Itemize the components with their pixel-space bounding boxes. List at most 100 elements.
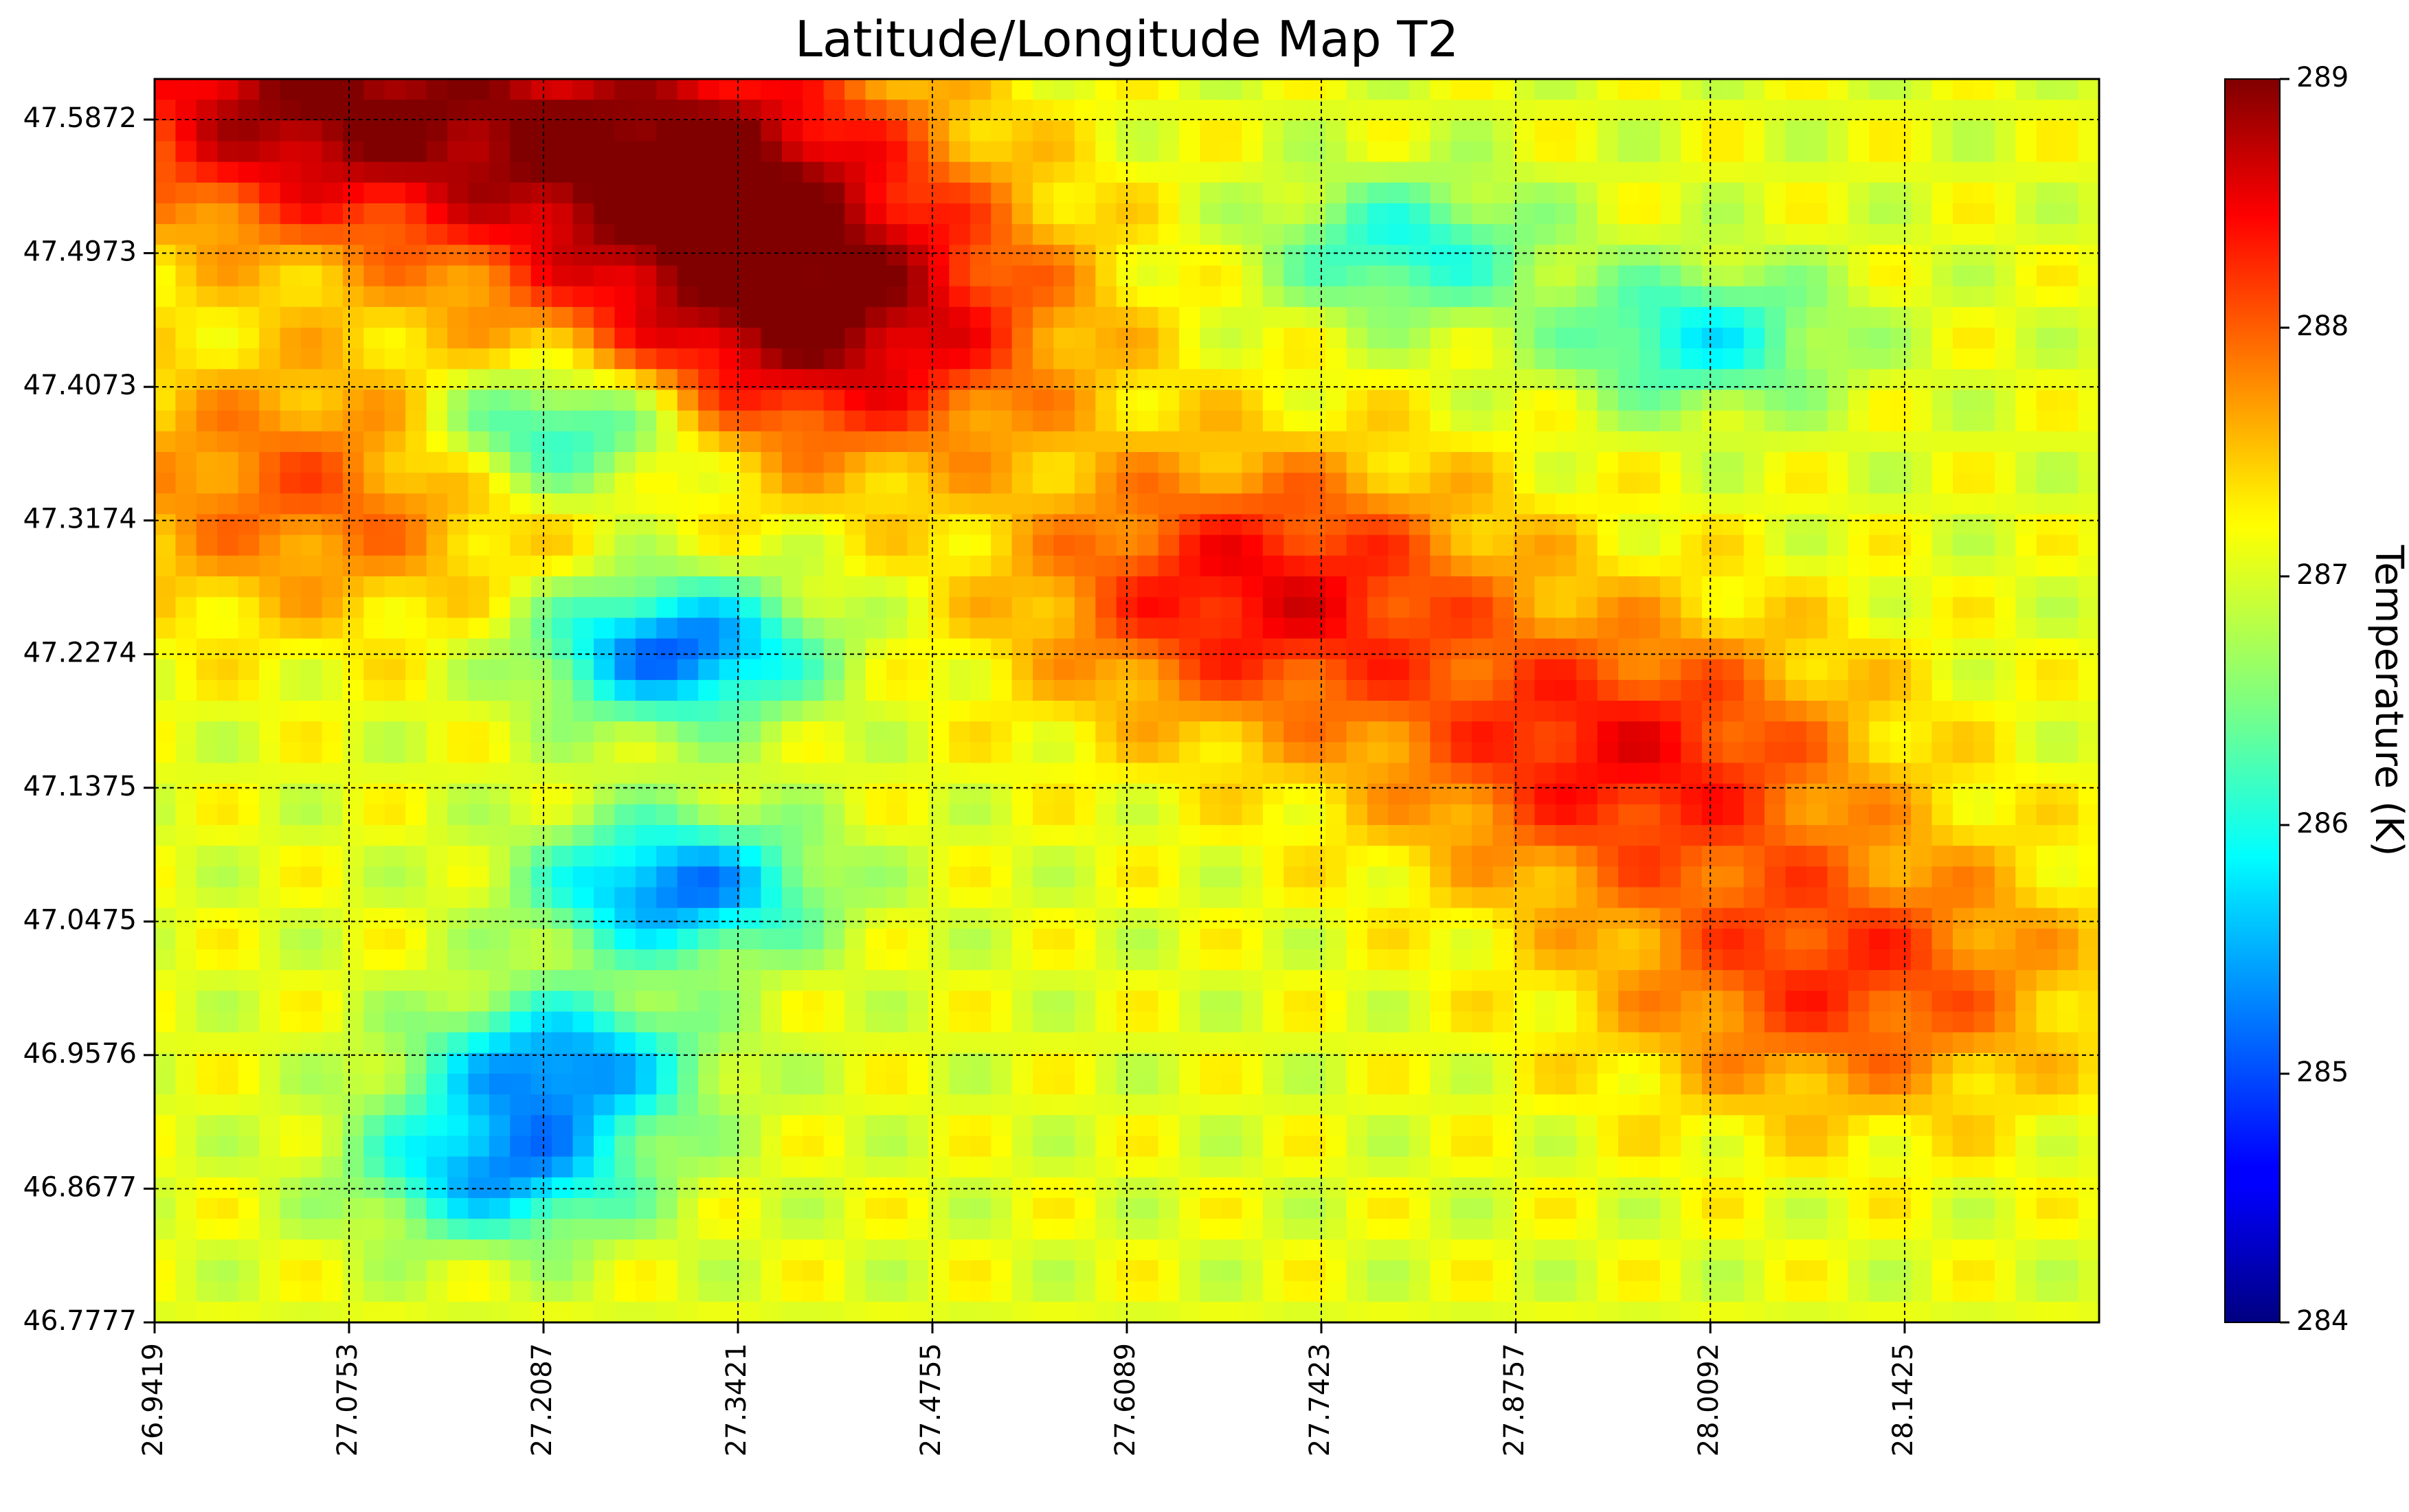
heatmap-cell bbox=[844, 1177, 866, 1199]
heatmap-cell bbox=[552, 369, 573, 390]
heatmap-cell bbox=[928, 100, 950, 121]
heatmap-cell bbox=[363, 162, 385, 183]
heatmap-cell bbox=[1890, 929, 1912, 950]
heatmap-cell bbox=[1305, 1053, 1326, 1074]
heatmap-cell bbox=[510, 784, 531, 805]
heatmap-cell bbox=[531, 825, 552, 846]
heatmap-cell bbox=[1744, 203, 1765, 225]
heatmap-cell bbox=[1409, 411, 1431, 432]
heatmap-cell bbox=[594, 1094, 615, 1116]
heatmap-cell bbox=[1723, 1136, 1744, 1158]
heatmap-cell bbox=[1869, 515, 1890, 536]
heatmap-cell bbox=[322, 556, 343, 577]
heatmap-cell bbox=[1472, 1115, 1493, 1136]
heatmap-cell bbox=[1012, 825, 1033, 846]
heatmap-cell bbox=[573, 1115, 594, 1136]
heatmap-cell bbox=[803, 411, 824, 432]
heatmap-cell bbox=[1576, 245, 1598, 266]
heatmap-cell bbox=[1095, 597, 1117, 618]
heatmap-cell bbox=[1263, 639, 1284, 660]
heatmap-cell bbox=[656, 1136, 677, 1158]
heatmap-cell bbox=[343, 348, 364, 370]
heatmap-cell bbox=[175, 784, 197, 805]
heatmap-cell bbox=[782, 597, 803, 618]
heatmap-cell bbox=[2037, 701, 2058, 722]
heatmap-cell bbox=[343, 266, 364, 287]
heatmap-cell bbox=[1890, 1094, 1912, 1116]
heatmap-cell bbox=[886, 307, 908, 328]
heatmap-cell bbox=[614, 929, 636, 950]
heatmap-cell bbox=[1053, 576, 1075, 598]
heatmap-cell bbox=[1973, 224, 1995, 245]
heatmap-cell bbox=[1242, 162, 1263, 183]
heatmap-cell bbox=[1973, 970, 1995, 991]
heatmap-cell bbox=[1806, 618, 1828, 639]
heatmap-cell bbox=[489, 1053, 511, 1074]
heatmap-cell bbox=[197, 535, 218, 556]
heatmap-cell bbox=[510, 473, 531, 494]
heatmap-cell bbox=[1827, 908, 1848, 929]
heatmap-cell bbox=[217, 348, 238, 370]
heatmap-cell bbox=[217, 1033, 238, 1054]
heatmap-cell bbox=[1409, 908, 1431, 929]
heatmap-cell bbox=[949, 742, 970, 763]
heatmap-cell bbox=[1095, 100, 1117, 121]
heatmap-cell bbox=[1639, 991, 1661, 1012]
heatmap-cell bbox=[1806, 597, 1828, 618]
heatmap-cell bbox=[1764, 535, 1786, 556]
heatmap-cell bbox=[259, 452, 280, 473]
heatmap-cell bbox=[217, 1094, 238, 1116]
heatmap-cell bbox=[1305, 224, 1326, 245]
heatmap-cell bbox=[1033, 970, 1054, 991]
heatmap-cell bbox=[1053, 825, 1075, 846]
heatmap-cell bbox=[1890, 576, 1912, 598]
heatmap-cell bbox=[1242, 742, 1263, 763]
heatmap-cell bbox=[1033, 473, 1054, 494]
heatmap-cell bbox=[1639, 224, 1661, 245]
heatmap-cell bbox=[301, 79, 322, 100]
heatmap-cell bbox=[2079, 846, 2100, 867]
heatmap-cell bbox=[656, 618, 677, 639]
heatmap-cell bbox=[1660, 307, 1681, 328]
heatmap-cell bbox=[1012, 846, 1033, 867]
heatmap-cell bbox=[1890, 908, 1912, 929]
heatmap-cell bbox=[1786, 473, 1807, 494]
heatmap-cell bbox=[301, 659, 322, 681]
heatmap-cell bbox=[1472, 120, 1493, 142]
heatmap-cell bbox=[1451, 742, 1472, 763]
heatmap-cell bbox=[1827, 307, 1848, 328]
heatmap-cell bbox=[197, 846, 218, 867]
heatmap-cell bbox=[1472, 493, 1493, 515]
heatmap-cell bbox=[1388, 784, 1409, 805]
heatmap-cell bbox=[824, 452, 845, 473]
heatmap-cell bbox=[259, 266, 280, 287]
heatmap-cell bbox=[1430, 473, 1451, 494]
heatmap-cell bbox=[2037, 162, 2058, 183]
heatmap-cell bbox=[1660, 79, 1681, 100]
heatmap-cell bbox=[1890, 1053, 1912, 1074]
heatmap-cell bbox=[1284, 515, 1305, 536]
heatmap-cell bbox=[427, 224, 448, 245]
heatmap-cell bbox=[510, 1033, 531, 1054]
heatmap-cell bbox=[1305, 162, 1326, 183]
heatmap-cell bbox=[1347, 203, 1368, 225]
heatmap-cell bbox=[1347, 970, 1368, 991]
heatmap-cell bbox=[573, 245, 594, 266]
heatmap-cell bbox=[301, 369, 322, 390]
heatmap-cell bbox=[175, 1074, 197, 1095]
heatmap-cell bbox=[322, 680, 343, 701]
heatmap-cell bbox=[1932, 618, 1953, 639]
heatmap-cell bbox=[782, 804, 803, 826]
heatmap-cell bbox=[510, 493, 531, 515]
heatmap-cell bbox=[1598, 183, 1619, 204]
heatmap-cell bbox=[1033, 618, 1054, 639]
heatmap-cell bbox=[1305, 1115, 1326, 1136]
heatmap-cell bbox=[1702, 1033, 1723, 1054]
heatmap-cell bbox=[2079, 825, 2100, 846]
heatmap-cell bbox=[468, 949, 489, 971]
heatmap-cell bbox=[824, 929, 845, 950]
heatmap-cell bbox=[259, 618, 280, 639]
heatmap-cell bbox=[2057, 742, 2079, 763]
heatmap-cell bbox=[1033, 224, 1054, 245]
heatmap-cell bbox=[1786, 1136, 1807, 1158]
